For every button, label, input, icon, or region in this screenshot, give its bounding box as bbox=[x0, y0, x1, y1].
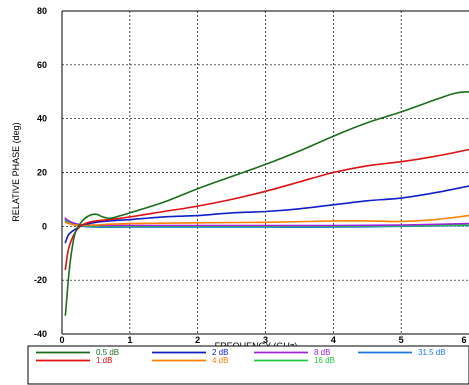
legend-label-4-dBdb: 4 dB bbox=[212, 356, 228, 365]
y-tick-labels: -40 -20 0 20 40 60 80 bbox=[34, 6, 47, 339]
y-tick-label: -20 bbox=[34, 275, 47, 285]
y-tick-label: 60 bbox=[37, 60, 47, 70]
x-tick-label: 0 bbox=[59, 335, 64, 345]
legend-label-16-dBdb: 16 dB bbox=[314, 356, 335, 365]
y-axis-title: RELATIVE PHASE (deg) bbox=[11, 122, 21, 221]
x-tick-label: 3 bbox=[263, 335, 268, 345]
legend-label-8-dBdb: 8 dB bbox=[314, 348, 330, 357]
x-tick-label: 1 bbox=[127, 335, 132, 345]
series-layer bbox=[64, 91, 469, 316]
y-tick-label: 0 bbox=[42, 221, 47, 231]
series-line-4-dBdb bbox=[64, 214, 469, 226]
legend-label-31-5-dBdb: 31.5 dB bbox=[418, 348, 446, 357]
y-tick-label: 40 bbox=[37, 114, 47, 124]
x-tick-label: 4 bbox=[331, 335, 336, 345]
legend-label-1-dBdb: 1 dB bbox=[96, 356, 112, 365]
x-tick-label: 5 bbox=[399, 335, 404, 345]
y-tick-label: 20 bbox=[37, 168, 47, 178]
x-tick-label: 2 bbox=[195, 335, 200, 345]
y-tick-label: -40 bbox=[34, 329, 47, 339]
series-line-8-dBdb bbox=[64, 217, 469, 227]
series-line-1-dBdb bbox=[64, 148, 469, 271]
legend-label-2-dBdb: 2 dB bbox=[212, 348, 228, 357]
legend-label-0-5-dBdb: 0.5 dB bbox=[96, 348, 119, 357]
y-tick-label: 80 bbox=[37, 6, 47, 16]
x-tick-label: 6 bbox=[461, 335, 466, 345]
series-line-0-5-dBdb bbox=[64, 91, 469, 316]
x-tick-labels: 0 1 2 3 4 5 6 bbox=[59, 335, 466, 345]
